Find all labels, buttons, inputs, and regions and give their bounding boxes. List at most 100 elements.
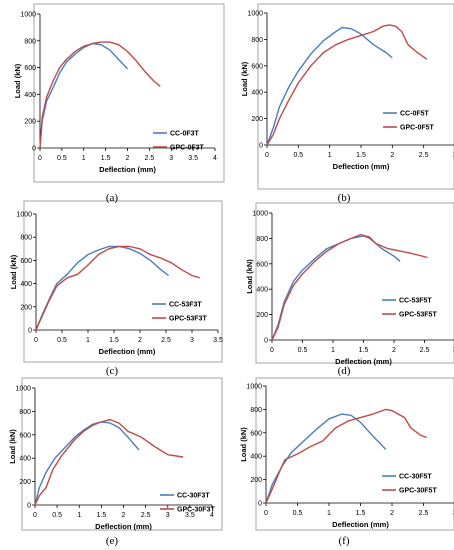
series-line [271, 235, 401, 341]
caption-b: (b) [337, 192, 351, 204]
chart-panel-b: 00.511.522.5302004006008001000Deflection… [227, 0, 454, 190]
y-tick-label: 200 [250, 477, 262, 484]
y-tick-label: 1000 [252, 211, 268, 218]
legend-label: CC-30F3T [177, 493, 210, 500]
y-tick-label: 400 [19, 456, 31, 463]
legend-label: GPC-30F5T [399, 488, 437, 495]
series-line [34, 421, 140, 506]
x-tick-label: 3 [190, 337, 194, 344]
x-tick-label: 1 [328, 152, 332, 159]
x-tick-label: 2.5 [141, 512, 151, 519]
chart-panel-c: 0 0.5 1 1.5 2 2.5 3 3.5 0 200 400 600 800 1000 Deflect… [0, 190, 227, 375]
y-tick-label: 400 [256, 287, 268, 294]
chart-svg: 00.511.522.5302004006008001000Deflection… [239, 377, 454, 531]
series-line [39, 41, 161, 149]
series-line [39, 42, 129, 149]
x-tick-label: 1 [77, 512, 81, 519]
y-tick-label: 0 [259, 143, 263, 150]
chart-svg: 00.511.522.5302004006008001000Deflection… [245, 202, 454, 366]
y-tick-label: 200 [20, 304, 32, 311]
x-tick-label: 1 [86, 337, 90, 344]
chart-svg: 0 0.5 1 1.5 2 2.5 3 3.5 4 0 200 400 600 800 1000 Deflec… [13, 3, 225, 183]
y-tick-label: 1000 [16, 212, 32, 219]
y-tick-label: 1000 [247, 11, 263, 18]
chart-frame [33, 3, 225, 183]
x-tick-label: 3.5 [188, 155, 198, 162]
y-tick-label: 400 [250, 454, 262, 461]
x-axis-label: Deflection (mm) [332, 520, 389, 529]
x-tick-label: 0 [34, 337, 38, 344]
x-tick-label: 2 [138, 337, 142, 344]
x-tick-label: 2 [122, 512, 126, 519]
x-tick-label: 0 [38, 155, 42, 162]
caption-a: (a) [105, 192, 119, 204]
series-line [265, 408, 427, 504]
series-line [271, 233, 428, 341]
y-tick-label: 600 [20, 258, 32, 265]
x-tick-label: 0.5 [293, 152, 303, 159]
x-tick-label: 1 [82, 155, 86, 162]
legend-label: GPC-53F3T [169, 316, 207, 323]
x-tick-label: 4 [210, 512, 214, 519]
x-tick-label: 0.5 [57, 337, 67, 344]
x-tick-label: 3.5 [213, 337, 223, 344]
chart-panel-f: 00.511.522.5302004006008001000Deflection… [227, 375, 454, 550]
x-tick-label: 2.5 [420, 347, 430, 354]
x-axis-label: Deflection (mm) [333, 162, 390, 171]
x-tick-label: 3 [169, 155, 173, 162]
y-tick-label: 0 [258, 501, 262, 508]
chart-frame [255, 202, 454, 364]
y-tick-label: 200 [251, 116, 263, 123]
y-tick-label: 0 [264, 338, 268, 345]
x-tick-label: 1.5 [101, 155, 111, 162]
y-tick-label: 400 [20, 281, 32, 288]
y-tick-label: 1000 [15, 386, 31, 393]
x-axis-label: Deflection (mm) [335, 357, 392, 366]
x-tick-label: 0.5 [57, 155, 67, 162]
chart-panel-d: 00.511.522.5302004006008001000Deflection… [227, 190, 454, 375]
x-axis-label: Deflection (mm) [99, 347, 156, 356]
y-tick-label: 1000 [20, 12, 36, 19]
legend-label: CC-53F3T [169, 302, 202, 309]
y-tick-label: 800 [20, 235, 32, 242]
y-axis-label: Load (kN) [8, 429, 17, 464]
y-tick-label: 600 [250, 430, 262, 437]
x-axis-label: Deflection (mm) [99, 165, 156, 174]
y-tick-label: 200 [19, 479, 31, 486]
x-tick-label: 2.5 [145, 155, 155, 162]
y-tick-label: 600 [24, 65, 36, 72]
legend-label: CC-53F5T [399, 298, 432, 305]
x-tick-label: 2.5 [419, 510, 429, 517]
legend-label: CC-30F5T [399, 474, 432, 481]
y-tick-label: 800 [250, 407, 262, 414]
x-tick-label: 3 [166, 512, 170, 519]
x-tick-label: 1 [331, 347, 335, 354]
y-tick-label: 400 [251, 90, 263, 97]
x-tick-label: 3.5 [185, 512, 195, 519]
x-axis-label: Deflection (mm) [95, 522, 152, 531]
caption-d: (d) [337, 365, 351, 377]
x-tick-label: 1.5 [356, 152, 366, 159]
x-tick-label: 0.5 [293, 510, 303, 517]
chart-svg: 0 0.5 1 1.5 2 2.5 3 3.5 4 0 200 400 600 800 1000 Deflec… [8, 377, 223, 531]
y-tick-label: 0 [27, 503, 31, 510]
y-tick-label: 800 [19, 409, 31, 416]
x-tick-label: 2.5 [419, 152, 429, 159]
y-axis-label: Load (kN) [239, 427, 248, 462]
chart-panel-a: 0 0.5 1 1.5 2 2.5 3 3.5 4 0 200 400 600 800 1000 Deflec… [0, 0, 227, 190]
chart-svg: 0 0.5 1 1.5 2 2.5 3 3.5 0 200 400 600 800 1000 Deflect… [9, 200, 223, 363]
x-tick-label: 0 [270, 347, 274, 354]
series-line [266, 24, 428, 146]
x-tick-label: 1.5 [356, 510, 366, 517]
y-axis-label: Load (kN) [13, 63, 22, 98]
series-line [266, 26, 393, 146]
y-tick-label: 800 [24, 38, 36, 45]
x-tick-label: 4 [213, 155, 217, 162]
x-tick-label: 1 [327, 510, 331, 517]
y-tick-label: 600 [19, 432, 31, 439]
legend-label: CC-0F3T [170, 131, 200, 138]
series-line [35, 245, 200, 331]
x-tick-label: 2.5 [161, 337, 171, 344]
y-tick-label: 600 [256, 261, 268, 268]
y-tick-label: 600 [251, 63, 263, 70]
